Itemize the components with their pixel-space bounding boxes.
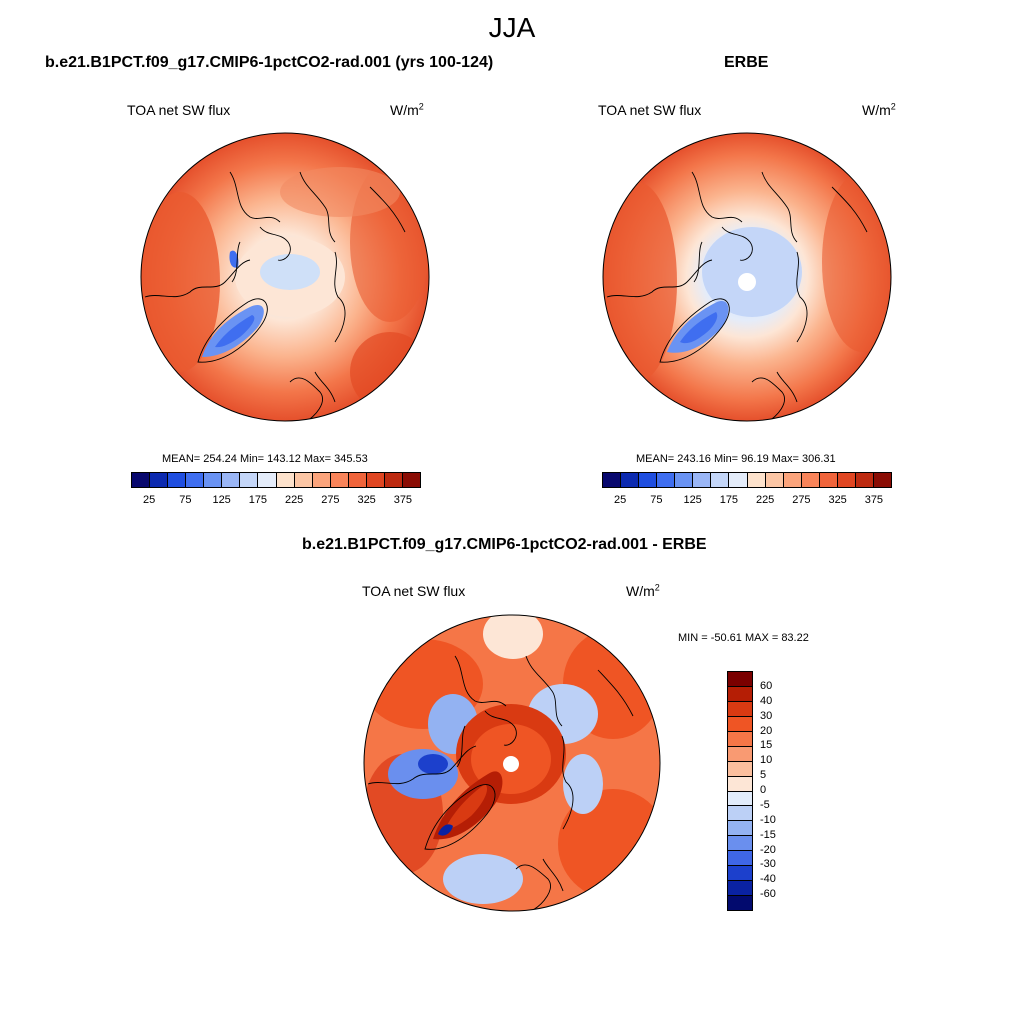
model-panel-title: b.e21.B1PCT.f09_g17.CMIP6-1pctCO2-rad.00… — [45, 54, 494, 71]
diff-colorbar-tick-label: 15 — [760, 739, 773, 752]
diff-colorbar-tick-label: -60 — [760, 888, 776, 901]
model-colorbar-swatch — [132, 473, 151, 487]
diff-colorbar-tick-label: 40 — [760, 694, 773, 707]
diff-colorbar-tick-label: -40 — [760, 873, 776, 886]
diff-colorbar-tick-label: -10 — [760, 813, 776, 826]
diff-colorbar-tick-label: 20 — [760, 724, 773, 737]
obs-colorbar-tick-label: 125 — [683, 494, 702, 506]
diff-colorbar-swatch — [728, 791, 752, 807]
diff-colorbar-swatch — [728, 701, 752, 717]
model-colorbar-swatch — [330, 473, 349, 487]
diff-colorbar-swatch — [728, 881, 752, 897]
obs-colorbar-swatch — [765, 473, 784, 487]
model-colorbar-tick-label: 325 — [357, 494, 376, 506]
diff-stats: MIN = -50.61 MAX = 83.22 — [678, 632, 809, 644]
model-colorbar-swatch — [186, 473, 205, 487]
diff-colorbar-swatch — [728, 686, 752, 702]
diff-colorbar-swatch — [728, 761, 752, 777]
figure-title: JJA — [488, 12, 536, 43]
model-colorbar-tick-label: 175 — [248, 494, 268, 506]
diff-panel-title: b.e21.B1PCT.f09_g17.CMIP6-1pctCO2-rad.00… — [302, 536, 707, 553]
obs-colorbar-swatch — [603, 473, 622, 487]
model-colorbar-tick-label: 125 — [212, 494, 231, 506]
obs-colorbar-swatch — [639, 473, 658, 487]
diff-colorbar-swatch — [728, 731, 752, 747]
diff-field-label: TOA net SW flux — [362, 583, 466, 599]
diff-colorbar-tick-label: 60 — [760, 679, 773, 692]
diff-colorbar-tick-label: 30 — [760, 709, 773, 722]
diff-colorbar-tick-label: -20 — [760, 843, 776, 856]
diff-colorbar-swatch — [728, 672, 752, 687]
obs-colorbar-swatch — [621, 473, 640, 487]
obs-colorbar-tick-label: 325 — [828, 494, 847, 506]
diff-colorbar-tick-label: 5 — [760, 769, 767, 782]
obs-colorbar-swatch — [729, 473, 748, 487]
obs-colorbar-swatch — [873, 473, 891, 487]
obs-colorbar-swatch — [747, 473, 766, 487]
diff-colorbar — [727, 671, 753, 911]
model-stats: MEAN= 254.24 Min= 143.12 Max= 345.53 — [162, 453, 368, 465]
diff-colorbar-swatch — [728, 776, 752, 792]
diff-colorbar-swatch — [728, 866, 752, 882]
model-colorbar-tick-label: 75 — [179, 494, 192, 506]
diff-colorbar-labels: 60 40 30 20 15 10 5 0 -5 -10 -15 -20 -30 -40 -60 — [760, 671, 800, 909]
diff-colorbar-swatch — [728, 716, 752, 732]
obs-colorbar-tick-label: 375 — [864, 494, 884, 506]
obs-colorbar-swatch — [855, 473, 874, 487]
model-colorbar-swatch — [222, 473, 241, 487]
model-colorbar-tick-label: 375 — [393, 494, 413, 506]
diff-colorbar-swatch — [728, 851, 752, 867]
model-colorbar-swatch — [240, 473, 259, 487]
diff-colorbar-swatch — [728, 836, 752, 852]
obs-polar-map — [602, 132, 892, 422]
model-colorbar-tick-label: 25 — [143, 494, 156, 506]
obs-stats: MEAN= 243.16 Min= 96.19 Max= 306.31 — [636, 453, 836, 465]
obs-colorbar-tick-label: 175 — [719, 494, 739, 506]
obs-colorbar-swatch — [837, 473, 856, 487]
model-colorbar-swatch — [312, 473, 331, 487]
model-colorbar-swatch — [150, 473, 169, 487]
diff-polar-map — [363, 614, 661, 912]
diff-colorbar-swatch — [728, 746, 752, 762]
obs-colorbar-swatch — [801, 473, 820, 487]
model-colorbar-swatch — [204, 473, 223, 487]
obs-field-label: TOA net SW flux — [598, 102, 702, 118]
diff-colorbar-swatch — [728, 821, 752, 837]
obs-colorbar: 25 75 125 175 225 275 325 375 — [602, 472, 892, 508]
model-colorbar-swatch — [402, 473, 420, 487]
diff-colorbar-tick-label: -15 — [760, 828, 776, 841]
obs-colorbar-swatch — [693, 473, 712, 487]
obs-colorbar-swatch — [711, 473, 730, 487]
obs-colorbar-tick-label: 275 — [792, 494, 811, 506]
diff-colorbar-tick-label: 0 — [760, 784, 767, 796]
obs-colorbar-swatch — [675, 473, 694, 487]
diff-colorbar-swatch — [728, 806, 752, 822]
model-colorbar: 25 75 125 175 225 275 325 375 — [131, 472, 421, 508]
model-colorbar-tick-label: 275 — [321, 494, 340, 506]
model-colorbar-swatch — [168, 473, 187, 487]
obs-panel-title: ERBE — [724, 54, 769, 71]
model-polar-map — [140, 132, 430, 422]
model-colorbar-tick-label: 225 — [284, 494, 304, 506]
model-colorbar-swatch — [258, 473, 277, 487]
model-colorbar-swatch — [384, 473, 403, 487]
model-colorbar-swatch — [366, 473, 385, 487]
obs-colorbar-tick-label: 25 — [614, 494, 627, 506]
model-colorbar-swatch — [294, 473, 313, 487]
diff-colorbar-tick-label: -5 — [760, 798, 770, 811]
diff-units: W/m2 — [626, 582, 660, 599]
obs-units: W/m2 — [862, 101, 896, 118]
diff-colorbar-swatch — [728, 896, 752, 910]
obs-colorbar-swatch — [819, 473, 838, 487]
model-field-label: TOA net SW flux — [127, 102, 231, 118]
model-colorbar-swatch — [276, 473, 295, 487]
obs-colorbar-swatch — [783, 473, 802, 487]
obs-colorbar-swatch — [657, 473, 676, 487]
diff-colorbar-tick-label: -30 — [760, 858, 776, 871]
model-units: W/m2 — [390, 101, 424, 118]
obs-colorbar-tick-label: 225 — [755, 494, 775, 506]
diff-colorbar-tick-label: 10 — [760, 754, 773, 767]
model-colorbar-swatch — [348, 473, 367, 487]
obs-colorbar-tick-label: 75 — [650, 494, 663, 506]
